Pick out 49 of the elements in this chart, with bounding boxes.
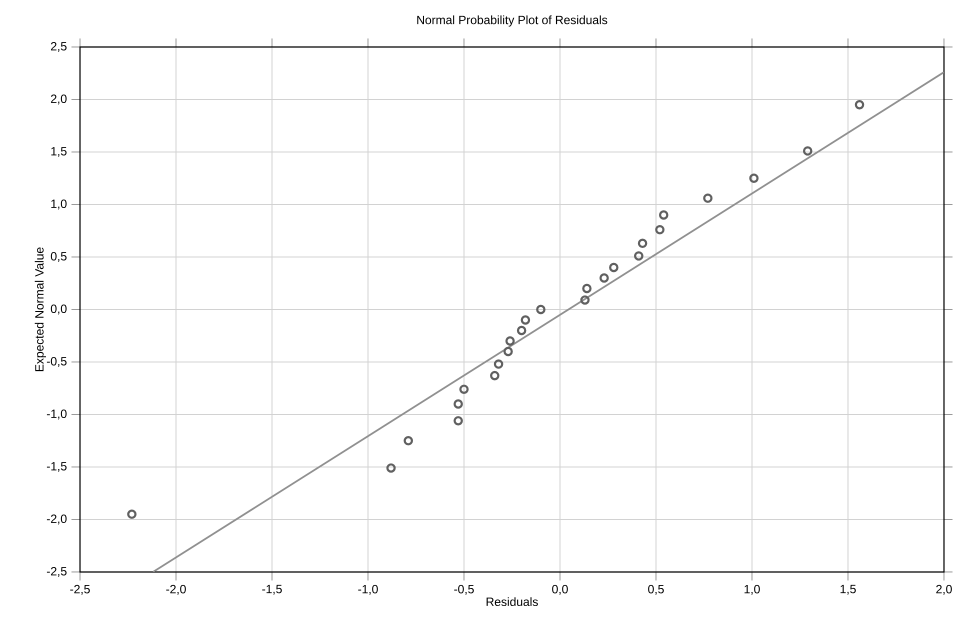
point: [520, 315, 530, 325]
y-tick-label: 1,5: [51, 147, 67, 157]
point: [854, 100, 864, 110]
x-tick-label: 2,0: [936, 584, 952, 595]
point: [516, 326, 526, 336]
x-tick-label: 0,5: [648, 584, 664, 595]
point: [490, 370, 500, 380]
x-axis-title: Residuals: [486, 597, 538, 606]
chart-title: Normal Probability Plot of Residuals: [417, 15, 608, 27]
point: [459, 384, 469, 394]
x-tick-label: -1,0: [358, 584, 378, 595]
point: [536, 304, 546, 314]
y-tick-label: -2,0: [46, 514, 67, 524]
y-tick-label: 0,5: [50, 252, 67, 262]
x-tick-label: -2,0: [166, 584, 186, 595]
y-tick-label: 0,0: [50, 304, 67, 314]
point: [494, 359, 504, 369]
point: [454, 416, 463, 426]
y-tick-label: 1,0: [51, 200, 67, 210]
point: [638, 238, 648, 248]
y-tick-label: 2,0: [50, 94, 67, 104]
point: [404, 436, 414, 446]
point: [599, 273, 609, 283]
point: [703, 193, 713, 203]
point: [127, 510, 137, 519]
point: [582, 284, 592, 294]
point: [386, 463, 396, 473]
x-tick-label: 1,0: [744, 584, 760, 595]
y-tick-label: -1,5: [46, 462, 67, 472]
x-tick-label: 1,5: [840, 584, 856, 595]
y-tick-label: -1,0: [46, 410, 67, 420]
point: [802, 146, 812, 156]
x-tick-label: -0,5: [454, 584, 474, 595]
x-tick-label: -2,5: [70, 584, 90, 595]
y-tick-label: -0,5: [46, 357, 67, 367]
y-tick-label: 2,5: [50, 42, 67, 52]
point: [609, 262, 618, 272]
point: [634, 251, 644, 261]
y-tick-label: -2,5: [46, 567, 67, 577]
point: [658, 210, 668, 220]
point: [749, 174, 759, 183]
point: [655, 224, 665, 234]
point: [505, 336, 515, 346]
point: [454, 399, 463, 409]
point: [580, 295, 590, 305]
y-axis-title: Expected Normal Value: [34, 247, 46, 372]
x-tick-label: 0,0: [552, 584, 568, 595]
x-tick-label: -1,5: [262, 584, 282, 595]
point: [503, 346, 513, 356]
